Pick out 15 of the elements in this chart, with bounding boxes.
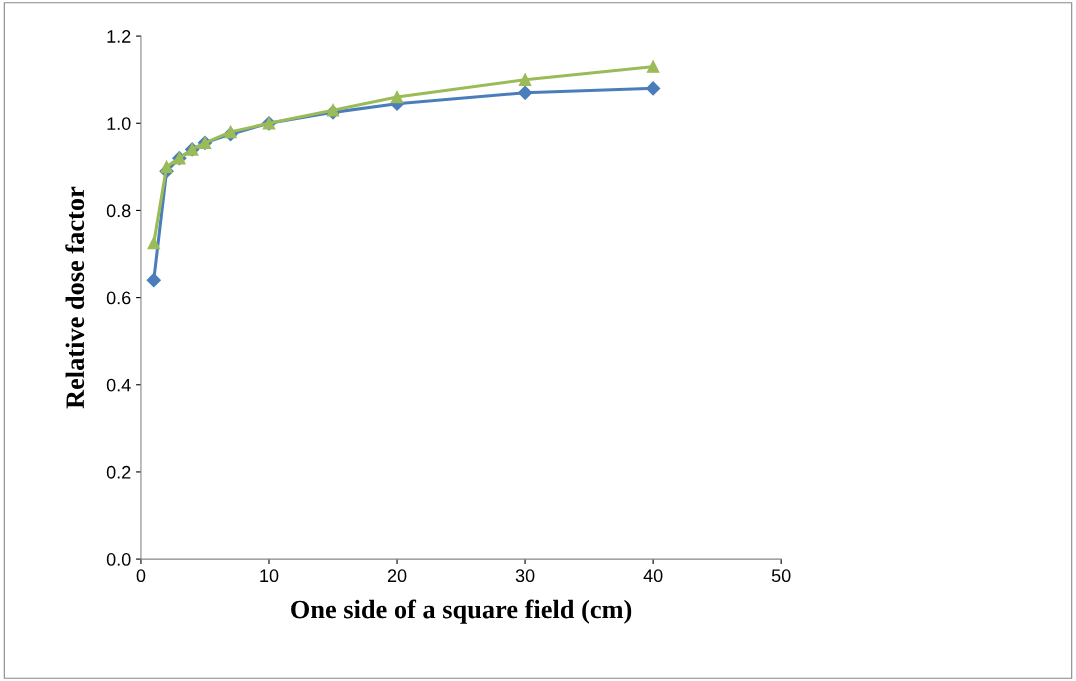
x-tick-label: 30: [515, 569, 535, 583]
x-tick-label: 50: [771, 569, 791, 583]
x-axis-title: One side of a square field (cm): [291, 599, 632, 624]
y-tick-label: 1.0: [107, 117, 131, 130]
x-tick-label: 20: [387, 569, 407, 583]
y-tick-label: 0.0: [106, 553, 131, 566]
y-tick-label: 0.6: [106, 291, 131, 305]
x-tick-label: 10: [260, 569, 279, 583]
y-axis-title: Relative dose factor: [65, 186, 85, 409]
y-tick-label: 0.8: [106, 204, 131, 218]
x-tick-label: 0: [136, 569, 146, 583]
y-tick-label: 0.2: [106, 465, 131, 479]
y-tick-label: 1.2: [107, 30, 131, 43]
y-tick-label: 0.4: [106, 378, 131, 392]
x-tick-label: 40: [643, 569, 663, 583]
